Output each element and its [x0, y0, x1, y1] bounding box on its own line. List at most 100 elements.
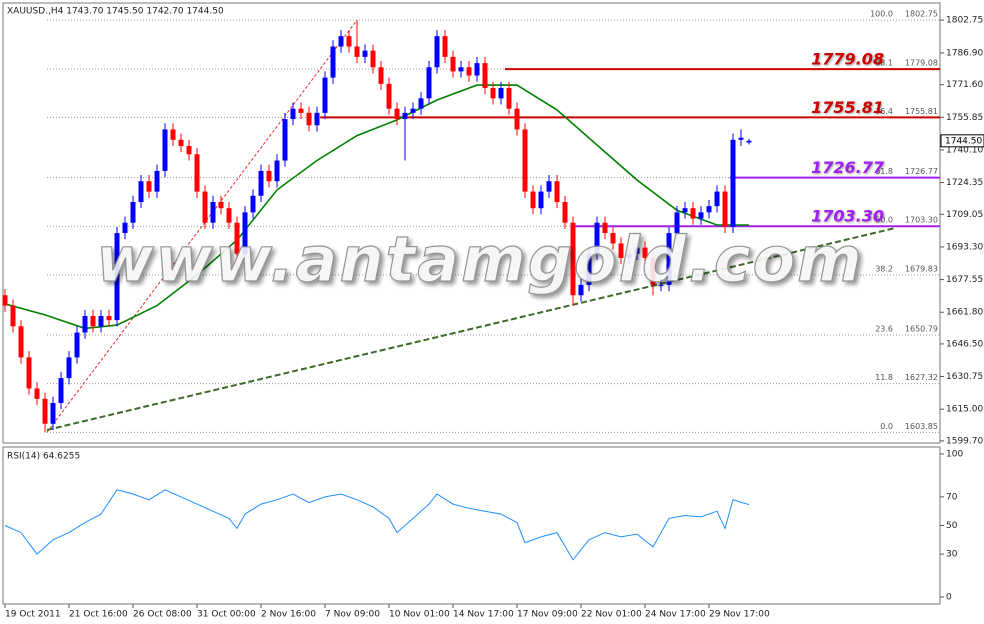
last-price-box: [940, 134, 984, 148]
candle-body: [90, 315, 96, 327]
rsi-y-tick-label: 50: [946, 521, 958, 531]
y-tick-label: 1646.50: [946, 339, 983, 349]
x-tick-label: 22 Nov 01:00: [581, 610, 642, 620]
fib-level-label: 38.2: [875, 264, 893, 273]
candle-body: [714, 191, 720, 207]
candle-body: [642, 247, 648, 258]
y-tick-label: 1615.00: [946, 405, 983, 415]
rsi-y-tick-label: 30: [946, 550, 958, 560]
moving-average: [4, 84, 749, 330]
fib-level-label: 100.0: [870, 10, 893, 19]
candle-body: [442, 36, 448, 57]
rsi-y-tick-label: 70: [946, 492, 958, 502]
candle-body: [130, 201, 136, 223]
rsi-title: RSI(14) 64.6255: [7, 452, 80, 462]
candle-body: [74, 332, 80, 358]
rsi-y-tick-label: 0: [946, 592, 952, 602]
y-tick-label: 1693.30: [946, 242, 983, 252]
rsi-y-tick-label: 100: [946, 450, 963, 460]
trendline: [46, 227, 896, 431]
header: XAUUSD.,H4 1743.70 1745.50 1742.70 1744.…: [7, 7, 224, 17]
y-tick-label: 1599.70: [946, 436, 983, 446]
candle-body: [154, 170, 160, 192]
x-tick-label: 29 Nov 17:00: [709, 610, 770, 620]
candle-body: [730, 139, 736, 227]
candle-body: [386, 83, 392, 109]
candle-body: [178, 139, 184, 147]
candle-body: [330, 46, 336, 78]
fib-price-label: 1703.30: [905, 216, 938, 225]
candle-body: [618, 243, 624, 258]
candle-body: [562, 201, 568, 223]
candle-body: [282, 119, 288, 161]
candle-body: [378, 67, 384, 84]
candle-body: [634, 247, 640, 254]
watermark: www.antamgold.com: [96, 223, 864, 296]
candle-body: [266, 170, 272, 182]
fib-level-label: 88.1: [875, 59, 893, 68]
candle-body: [666, 233, 672, 285]
y-tick-label: 1786.90: [946, 48, 983, 58]
fib-price-label: 1802.75: [905, 10, 938, 19]
fib-level-label: 0.0: [880, 422, 893, 431]
x-tick-label: 31 Oct 00:00: [197, 610, 256, 620]
candle-body: [26, 357, 32, 389]
candle-body: [106, 315, 112, 321]
fib-level-label: 76.4: [875, 107, 893, 116]
candle-body: [2, 295, 8, 306]
candle-body: [506, 87, 512, 109]
candle-body: [250, 195, 256, 213]
candle-body: [210, 201, 216, 223]
fib-level-label: 50.0: [875, 216, 893, 225]
fib-price-label: 1779.08: [905, 59, 938, 68]
candle-body: [538, 191, 544, 209]
candle-body: [410, 108, 416, 113]
candle-body: [626, 253, 632, 258]
fib-level-label: 23.6: [875, 325, 893, 334]
candle-body: [402, 112, 408, 120]
candle-body: [482, 63, 488, 88]
candle-body: [306, 112, 312, 126]
candle-body: [338, 36, 344, 47]
candle-body: [10, 305, 16, 327]
candle-body: [474, 63, 480, 76]
candle-body: [586, 253, 592, 285]
candle-body: [434, 36, 440, 68]
candle-body: [98, 315, 104, 327]
y-tick-label: 1724.35: [946, 178, 983, 188]
candle-body: [114, 233, 120, 321]
candle-body: [322, 77, 328, 113]
candle-body: [450, 56, 456, 72]
candle-body: [170, 129, 176, 140]
candle-body: [610, 233, 616, 244]
level-label: 1779.08: [811, 50, 884, 69]
candle-body: [186, 146, 192, 155]
x-tick-label: 2 Nov 16:00: [261, 610, 316, 620]
candle-body: [82, 315, 88, 333]
candle-body: [522, 129, 528, 192]
candle-body: [346, 36, 352, 47]
candle-body: [218, 201, 224, 209]
fib-price-label: 1755.81: [905, 107, 938, 116]
candle-body: [546, 181, 552, 192]
candle-body: [226, 208, 232, 223]
level-label: 1755.81: [811, 98, 884, 117]
y-tick-label: 1740.10: [946, 145, 983, 155]
candle-body: [362, 50, 368, 57]
y-tick-label: 1677.55: [946, 275, 983, 285]
fib-price-label: 1650.79: [905, 325, 938, 334]
candle-body: [138, 181, 144, 202]
candle-body: [66, 357, 72, 379]
candle-body: [290, 108, 296, 120]
candle-body: [418, 98, 424, 109]
y-tick-label: 1755.85: [946, 113, 983, 123]
candle-body: [674, 212, 680, 234]
candle-body: [746, 140, 752, 143]
candle-body: [706, 206, 712, 213]
fib-price-label: 1627.32: [905, 373, 938, 382]
candle-body: [594, 222, 600, 254]
candle-body: [298, 108, 304, 113]
main-frame: [2, 2, 941, 444]
candle-body: [682, 208, 688, 213]
